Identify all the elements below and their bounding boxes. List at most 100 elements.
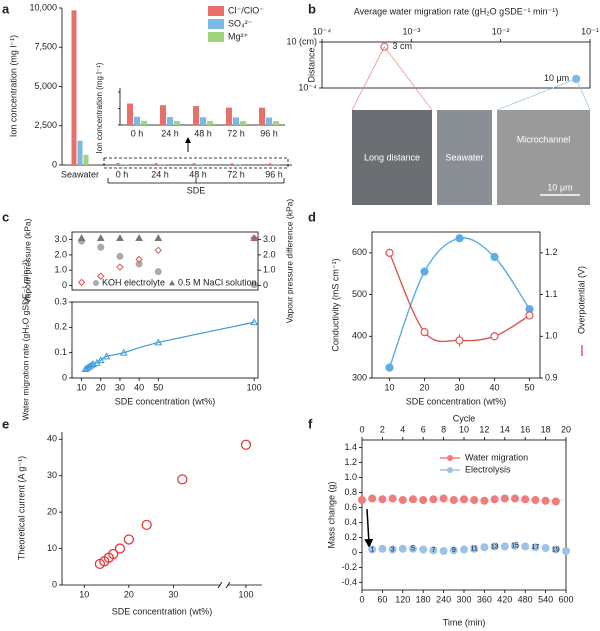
bar xyxy=(71,10,77,166)
x-tick-label: 96 h xyxy=(265,169,283,179)
point xyxy=(154,246,162,255)
y-axis-label: Distance xyxy=(306,47,316,82)
point xyxy=(177,474,188,485)
legend-label: SO₄²⁻ xyxy=(228,18,253,28)
point xyxy=(490,495,499,504)
x-tick-label: 20 xyxy=(124,589,134,599)
x-tick-label: 8 xyxy=(441,424,446,434)
point xyxy=(419,545,428,554)
x-tick-label: 2 xyxy=(380,424,385,434)
y-tick-label: 0.1 xyxy=(54,347,67,357)
x-tick-label: 24 h xyxy=(151,169,169,179)
legend-label: 0.5 M NaCl solution xyxy=(178,277,257,287)
legend-marker xyxy=(447,455,453,461)
bar xyxy=(158,164,162,165)
point xyxy=(460,495,468,504)
inset-x-tick-label: 48 h xyxy=(194,128,212,138)
x-tick-label: Seawater xyxy=(61,169,99,179)
inset-y-label: Ion concentration (mg l⁻¹) xyxy=(95,62,104,153)
point xyxy=(97,272,105,280)
point xyxy=(154,268,162,276)
x-tick-label: 180 xyxy=(416,594,431,604)
point-label: 3 cm xyxy=(392,41,412,51)
point xyxy=(455,336,464,345)
y-tick-label: 600 xyxy=(352,247,367,257)
point xyxy=(541,544,550,552)
point xyxy=(455,234,464,243)
x-axis-label: SDE xyxy=(187,185,206,195)
x-tick-label: 0 h xyxy=(116,169,129,179)
point xyxy=(385,248,394,257)
y-tick-label: 0 xyxy=(263,280,268,290)
photo-label: Microchannel xyxy=(517,134,571,144)
x-tick-label: 10 xyxy=(77,382,87,392)
point xyxy=(500,494,509,503)
point xyxy=(240,439,252,450)
bar xyxy=(196,164,200,165)
x-tick-label: 300 xyxy=(456,594,471,604)
y-tick-label: 0.3 xyxy=(54,296,67,306)
point xyxy=(93,280,99,286)
point xyxy=(449,496,458,504)
x-tick-label: 10⁻² xyxy=(492,26,510,36)
x-tick-label: 420 xyxy=(497,594,512,604)
point xyxy=(250,234,258,242)
inset-x-tick-label: 24 h xyxy=(161,128,179,138)
point xyxy=(96,356,105,364)
axis-line xyxy=(225,581,231,589)
point xyxy=(419,496,428,504)
point xyxy=(398,496,407,504)
y-tick-label: 0 xyxy=(352,547,357,557)
bar xyxy=(234,164,238,165)
y-tick-label: 0.2 xyxy=(344,532,357,542)
point xyxy=(154,234,163,242)
inset-bar xyxy=(134,116,140,125)
point xyxy=(409,495,417,504)
inset-bar xyxy=(259,107,265,125)
plot-frame xyxy=(71,301,259,379)
x-tick-label: 540 xyxy=(538,594,553,604)
y-tick-label: 1.0 xyxy=(263,265,276,275)
y-tick-label: 40 xyxy=(47,434,57,444)
point-label: 10 μm xyxy=(544,73,569,83)
x-tick-label: 40 xyxy=(134,382,144,392)
connector xyxy=(575,78,591,111)
point xyxy=(87,361,96,369)
y-tick-label: 0.4 xyxy=(344,517,357,527)
y-tick-label: 0 xyxy=(52,579,57,589)
point xyxy=(531,543,540,552)
point xyxy=(116,263,124,271)
x-tick-label: 100 xyxy=(238,589,253,599)
y-tick-label: 30 xyxy=(47,470,57,480)
point xyxy=(460,545,468,554)
photo-label: Seawater xyxy=(445,152,483,162)
trend-line xyxy=(85,321,255,370)
point xyxy=(470,544,479,553)
x-tick-label: 10 xyxy=(79,589,89,599)
legend-swatch xyxy=(208,19,224,29)
bar xyxy=(77,140,83,165)
y-tick-label: 1.2 xyxy=(344,457,357,467)
y-tick-label: 0 xyxy=(62,280,67,290)
x-tick-label: 600 xyxy=(558,594,573,604)
cycle-label: 7 xyxy=(431,547,435,554)
x-axis-label: SDE concentration (wt%) xyxy=(406,396,507,406)
point xyxy=(388,494,397,503)
point xyxy=(358,496,366,504)
y-tick-label: 0 xyxy=(52,159,57,169)
legend-swatch xyxy=(208,6,224,16)
y2-axis-label: Vapour pressure difference (kPa) xyxy=(284,199,294,324)
plot-frame xyxy=(71,231,259,291)
bar xyxy=(83,154,89,165)
point xyxy=(420,328,429,337)
x-axis-label: SDE concentration (wt%) xyxy=(112,606,213,616)
inset-bar xyxy=(141,120,147,125)
bar xyxy=(120,164,124,165)
x-tick-label: 18 xyxy=(541,424,551,434)
legend-label: Electrolysis xyxy=(465,464,511,474)
axis-line xyxy=(217,581,223,589)
point xyxy=(108,548,119,560)
inset-x-tick-label: 0 h xyxy=(131,128,144,138)
point xyxy=(470,496,479,504)
cycle-label: 19 xyxy=(552,546,560,553)
